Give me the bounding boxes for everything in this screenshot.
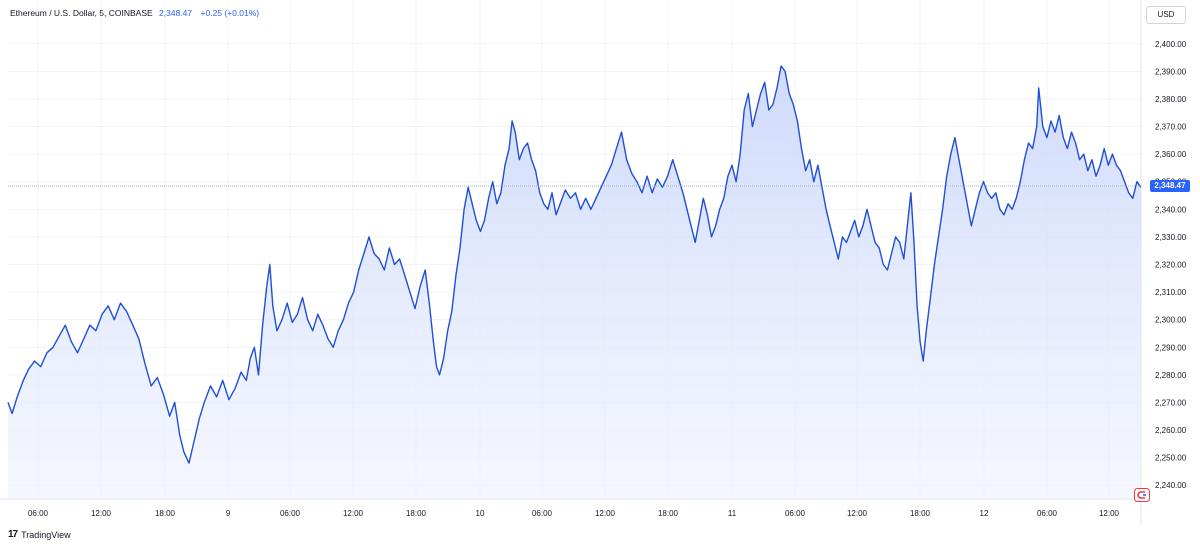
y-tick-label: 2,260.00 (1155, 426, 1187, 435)
tradingview-branding[interactable]: 17 TradingView (8, 529, 71, 540)
y-tick-label: 2,310.00 (1155, 288, 1187, 297)
y-tick-label: 2,400.00 (1155, 40, 1187, 49)
tradingview-logo-icon: 17 (8, 529, 18, 540)
y-tick-label: 2,320.00 (1155, 261, 1187, 270)
last-price-axis-label: 2,348.47 (1150, 179, 1190, 192)
x-tick-label: 12:00 (1099, 509, 1120, 518)
x-tick-label: 06:00 (785, 509, 806, 518)
y-tick-label: 2,280.00 (1155, 371, 1187, 380)
y-tick-label: 2,330.00 (1155, 233, 1187, 242)
chart-legend: Ethereum / U.S. Dollar, 5, COINBASE 2,34… (10, 8, 259, 18)
y-tick-label: 2,390.00 (1155, 67, 1187, 76)
y-tick-label: 2,370.00 (1155, 123, 1187, 132)
tradingview-brand: TradingView (21, 529, 71, 540)
x-tick-label: 12 (980, 509, 989, 518)
x-tick-label: 18:00 (155, 509, 176, 518)
x-tick-label: 10 (476, 509, 485, 518)
y-tick-label: 2,300.00 (1155, 316, 1187, 325)
price-change-value: +0.25 (+0.01%) (200, 8, 260, 18)
x-tick-label: 18:00 (406, 509, 427, 518)
y-tick-label: 2,240.00 (1155, 481, 1187, 490)
y-tick-label: 2,340.00 (1155, 205, 1187, 214)
x-tick-label: 12:00 (847, 509, 868, 518)
price-area-fill (8, 65, 1141, 500)
y-tick-label: 2,290.00 (1155, 343, 1187, 352)
price-line (7, 65, 1142, 464)
x-tick-label: 11 (728, 509, 737, 518)
x-tick-label: 06:00 (28, 509, 49, 518)
symbol-title[interactable]: Ethereum / U.S. Dollar, 5, COINBASE (10, 8, 153, 18)
x-tick-label: 12:00 (91, 509, 112, 518)
x-tick-label: 18:00 (910, 509, 931, 518)
y-tick-label: 2,360.00 (1155, 150, 1187, 159)
x-tick-label: 18:00 (658, 509, 679, 518)
last-price-value: 2,348.47 (159, 8, 193, 18)
x-tick-label: 9 (226, 509, 231, 518)
x-tick-label: 12:00 (343, 509, 364, 518)
y-tick-label: 2,250.00 (1155, 454, 1187, 463)
go-to-realtime-icon[interactable] (1134, 488, 1150, 502)
x-tick-label: 06:00 (532, 509, 553, 518)
y-tick-label: 2,380.00 (1155, 95, 1187, 104)
y-tick-label: 2,270.00 (1155, 398, 1187, 407)
x-tick-label: 12:00 (595, 509, 616, 518)
x-tick-label: 06:00 (280, 509, 301, 518)
currency-button[interactable]: USD (1146, 6, 1186, 24)
x-tick-label: 06:00 (1037, 509, 1058, 518)
